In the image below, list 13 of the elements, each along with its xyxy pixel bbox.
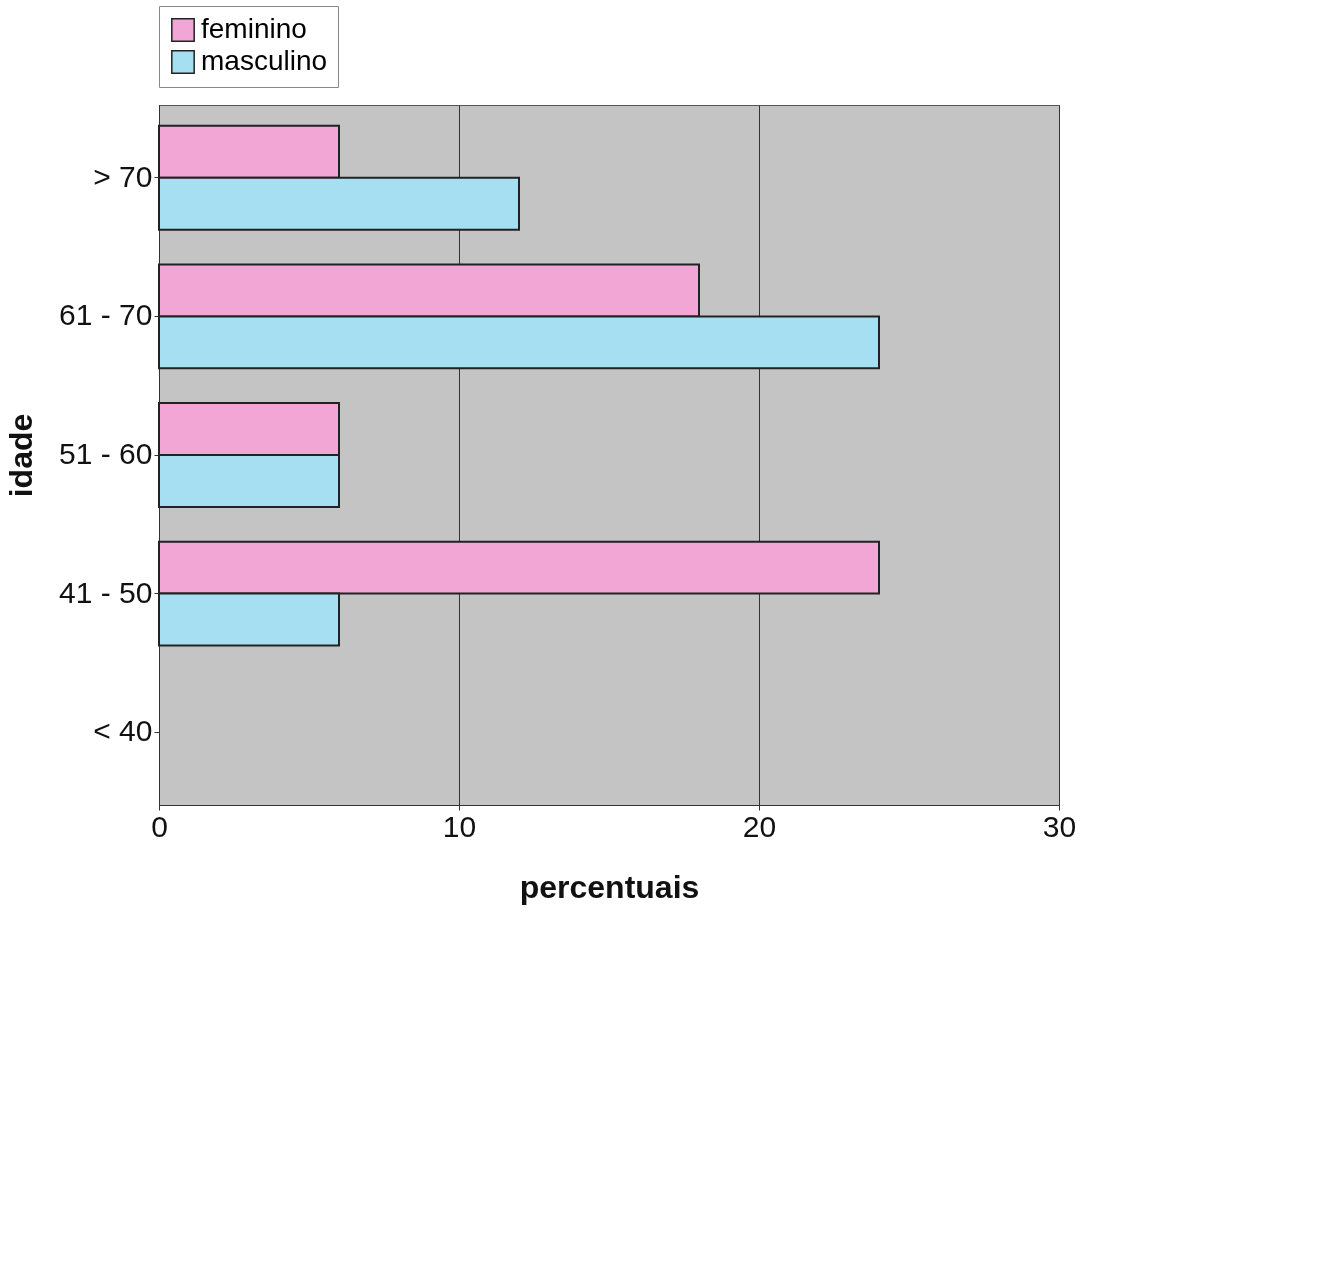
y-axis-title: idade — [3, 413, 40, 498]
legend-label: masculino — [201, 45, 328, 76]
x-tick-label: 10 — [442, 809, 477, 843]
y-tick-label: 51 - 60 — [59, 437, 153, 470]
y-tick-label: 61 - 70 — [59, 298, 153, 332]
legend-label: feminino — [201, 13, 307, 44]
x-tick-label: 30 — [1042, 809, 1077, 843]
y-tick-label: 41 - 50 — [59, 575, 153, 609]
x-tick-label: 0 — [151, 809, 168, 843]
y-tick-label: > 70 — [93, 159, 153, 193]
x-axis-title: percentuais — [519, 868, 700, 905]
x-tick-label: 20 — [742, 809, 777, 843]
y-tick-label: < 40 — [93, 714, 153, 748]
